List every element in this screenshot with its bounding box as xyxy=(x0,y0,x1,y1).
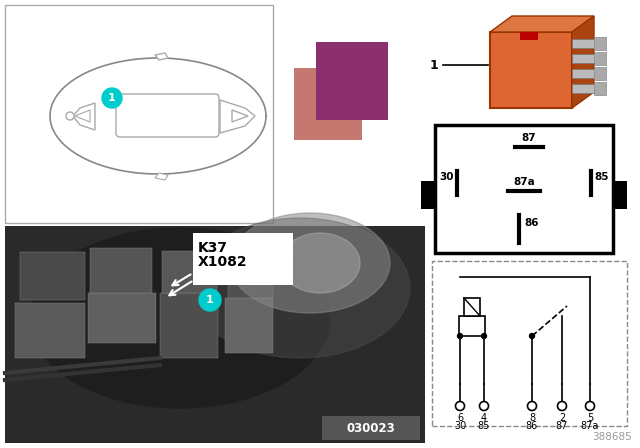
Bar xyxy=(294,68,362,140)
Text: 1: 1 xyxy=(429,59,438,72)
Bar xyxy=(520,32,538,40)
Ellipse shape xyxy=(280,233,360,293)
Bar xyxy=(5,226,425,443)
Bar xyxy=(594,37,606,50)
Bar xyxy=(572,54,600,63)
Polygon shape xyxy=(73,103,95,130)
Bar xyxy=(435,125,613,253)
Circle shape xyxy=(481,333,486,339)
Circle shape xyxy=(527,401,536,410)
Circle shape xyxy=(66,112,74,120)
Bar xyxy=(193,233,293,285)
Text: 30: 30 xyxy=(440,172,454,182)
Bar xyxy=(490,32,572,108)
Bar xyxy=(15,303,85,358)
Bar xyxy=(432,261,627,426)
Ellipse shape xyxy=(190,218,410,358)
Circle shape xyxy=(529,333,534,339)
Bar xyxy=(5,5,273,223)
Ellipse shape xyxy=(230,213,390,313)
Text: 030023: 030023 xyxy=(347,422,396,435)
Text: 2: 2 xyxy=(559,413,565,423)
Bar xyxy=(594,67,606,80)
Bar xyxy=(90,248,152,293)
Bar xyxy=(228,253,273,298)
Bar xyxy=(464,298,480,316)
Text: 30: 30 xyxy=(454,421,466,431)
Bar xyxy=(160,293,218,358)
Circle shape xyxy=(102,88,122,108)
Bar xyxy=(316,42,388,120)
Text: 85: 85 xyxy=(594,172,609,182)
Bar xyxy=(594,52,606,65)
Text: K37: K37 xyxy=(198,241,228,255)
Text: 86: 86 xyxy=(524,218,538,228)
Text: X1082: X1082 xyxy=(198,255,248,269)
Ellipse shape xyxy=(30,228,330,408)
Circle shape xyxy=(479,401,488,410)
Polygon shape xyxy=(490,16,594,32)
Text: 87a: 87a xyxy=(513,177,535,187)
Bar xyxy=(594,82,606,95)
Polygon shape xyxy=(155,173,168,180)
Circle shape xyxy=(557,401,566,410)
Text: 86: 86 xyxy=(526,421,538,431)
Text: 1: 1 xyxy=(108,93,116,103)
Text: 85: 85 xyxy=(478,421,490,431)
Polygon shape xyxy=(75,110,90,122)
Polygon shape xyxy=(155,53,168,60)
Bar xyxy=(572,39,600,48)
Text: 6: 6 xyxy=(457,413,463,423)
Bar xyxy=(421,181,435,209)
Text: 87a: 87a xyxy=(581,421,599,431)
Bar xyxy=(20,252,85,300)
Text: 5: 5 xyxy=(587,413,593,423)
Polygon shape xyxy=(220,100,255,133)
Circle shape xyxy=(199,289,221,311)
Circle shape xyxy=(586,401,595,410)
Polygon shape xyxy=(232,110,248,122)
Bar xyxy=(88,293,156,343)
Text: 8: 8 xyxy=(529,413,535,423)
Bar xyxy=(613,181,627,209)
Bar xyxy=(572,69,600,78)
Circle shape xyxy=(456,401,465,410)
Text: 388685: 388685 xyxy=(592,432,632,442)
Text: 1: 1 xyxy=(206,295,214,305)
Text: 87: 87 xyxy=(522,133,536,143)
Text: 4: 4 xyxy=(481,413,487,423)
Bar xyxy=(322,416,420,440)
Circle shape xyxy=(458,333,463,339)
Bar xyxy=(459,316,485,336)
Polygon shape xyxy=(572,16,594,108)
Bar xyxy=(572,84,600,93)
Text: 87: 87 xyxy=(556,421,568,431)
Bar xyxy=(162,251,217,293)
Bar xyxy=(225,298,273,353)
FancyBboxPatch shape xyxy=(116,94,219,137)
